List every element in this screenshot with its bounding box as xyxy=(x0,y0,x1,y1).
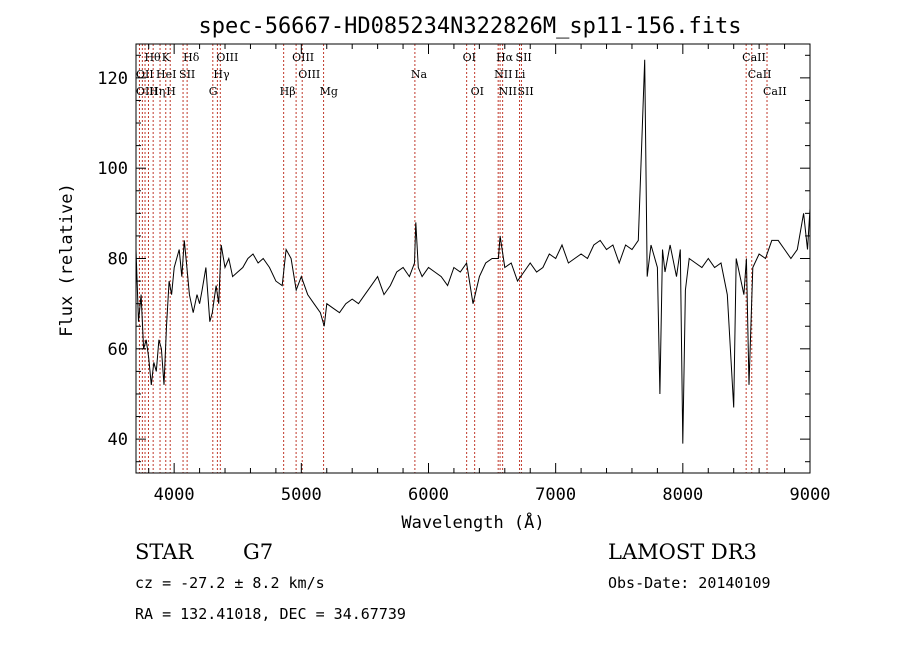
line-label: CaII xyxy=(748,68,772,81)
line-label: Hδ xyxy=(183,51,200,64)
x-tick-label: 6000 xyxy=(408,485,449,505)
redshift-readout: cz = -27.2 ± 8.2 km/s xyxy=(135,574,325,592)
y-axis-label: Flux (relative) xyxy=(57,183,77,337)
line-label: SII xyxy=(179,68,195,81)
line-label: K xyxy=(162,51,171,64)
line-label: Hα xyxy=(496,51,514,64)
x-tick-label: 4000 xyxy=(154,485,195,505)
x-tick-label: 5000 xyxy=(281,485,322,505)
line-label: OII xyxy=(136,68,154,81)
x-tick-label: 9000 xyxy=(790,485,831,505)
emission-line-markers xyxy=(138,44,768,473)
line-label: OIII xyxy=(136,85,158,98)
x-tick-label: 7000 xyxy=(535,485,576,505)
line-label: CaII xyxy=(742,51,766,64)
object-class: STAR xyxy=(135,540,194,564)
x-axis-label: Wavelength (Å) xyxy=(401,511,544,533)
y-tick-label: 60 xyxy=(108,340,128,360)
y-tick-label: 80 xyxy=(108,250,128,270)
coordinates-readout: RA = 132.41018, DEC = 34.67739 xyxy=(135,605,406,623)
spectrum-line xyxy=(135,59,811,444)
object-subclass: G7 xyxy=(243,540,273,564)
line-label: SII xyxy=(517,85,533,98)
chart-title: spec-56667-HD085234N322826M_sp11-156.fit… xyxy=(198,14,741,39)
line-label: NII xyxy=(499,85,517,98)
y-tick-label: 100 xyxy=(97,159,128,179)
y-axis-ticks: 40 60 80 100 120 xyxy=(97,54,810,463)
x-tick-label: 8000 xyxy=(662,485,703,505)
line-label: Na xyxy=(411,68,428,81)
line-label: CaII xyxy=(763,85,787,98)
survey-name: LAMOST DR3 xyxy=(608,540,757,564)
y-tick-label: 120 xyxy=(97,69,128,89)
line-label: HeI xyxy=(156,68,176,81)
line-label: Hθ xyxy=(144,51,161,64)
line-label: Hη xyxy=(149,85,165,98)
line-label: G xyxy=(209,85,218,98)
y-tick-label: 40 xyxy=(108,430,128,450)
line-label: NII xyxy=(494,68,512,81)
line-label: Mg xyxy=(320,85,338,98)
line-label: H xyxy=(166,85,176,98)
line-label: OIII xyxy=(298,68,320,81)
line-label: Hγ xyxy=(213,68,230,81)
line-label: Li xyxy=(515,68,526,81)
observation-date: Obs-Date: 20140109 xyxy=(608,574,771,592)
line-label: OI xyxy=(463,51,476,64)
line-label: OIII xyxy=(292,51,314,64)
x-axis-ticks: 4000 5000 6000 7000 8000 9000 xyxy=(148,44,831,505)
line-label: OIII xyxy=(216,51,238,64)
line-label: Hβ xyxy=(280,85,296,98)
line-label: OI xyxy=(471,85,484,98)
line-label: SII xyxy=(516,51,532,64)
